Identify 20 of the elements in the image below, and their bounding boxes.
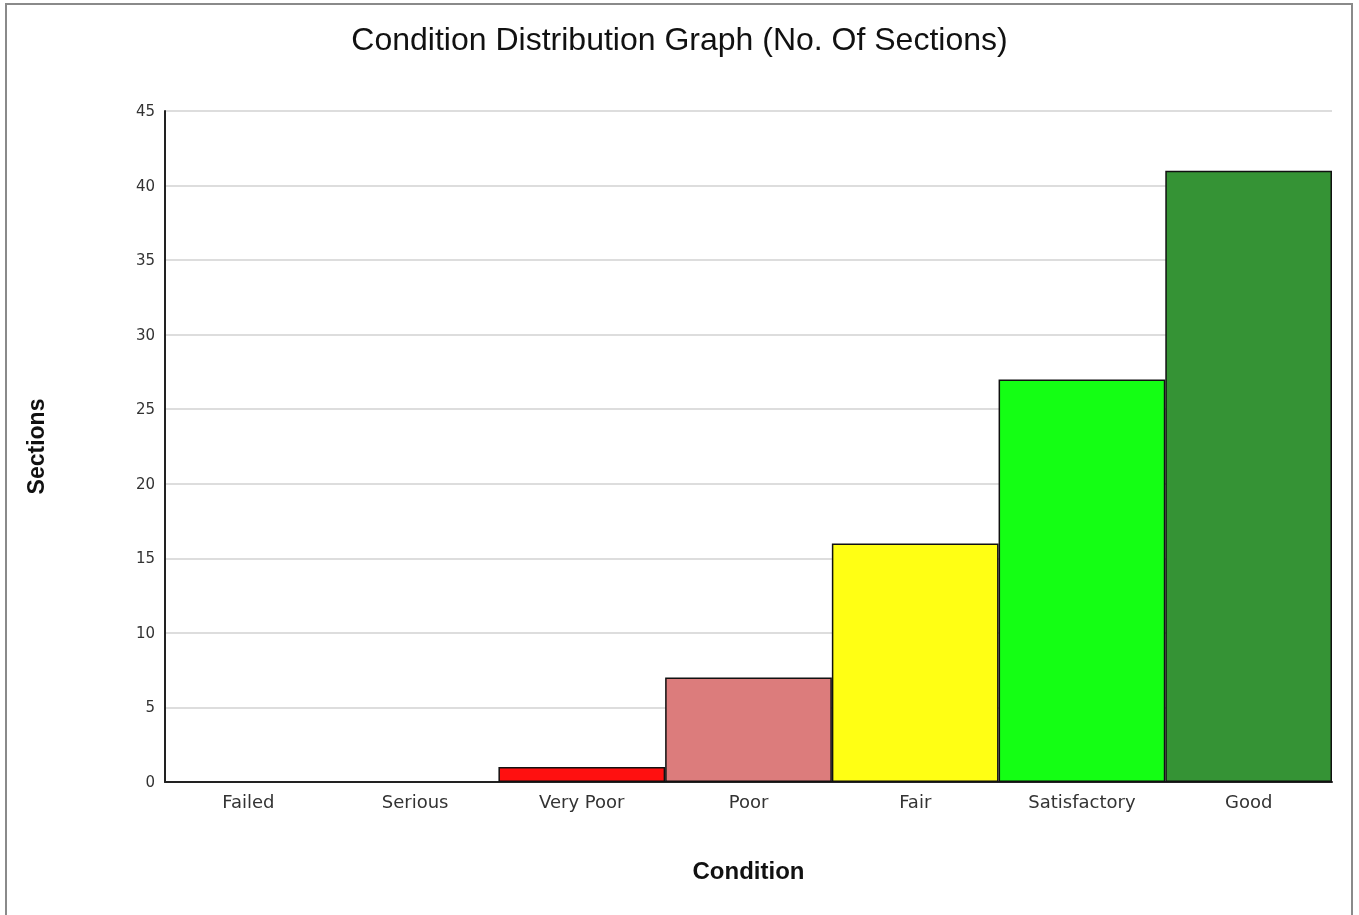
x-tick-label: Very Poor	[539, 790, 626, 812]
y-tick-label: 45	[135, 102, 155, 120]
y-axis-title: Sections	[22, 398, 49, 495]
x-tick-label: Fair	[899, 790, 932, 812]
x-tick-label: Satisfactory	[1028, 790, 1136, 812]
y-tick-label: 15	[135, 549, 155, 568]
x-tick-label: Failed	[222, 790, 275, 812]
y-tick-label: 10	[135, 623, 155, 642]
y-tick-label: 40	[135, 176, 155, 195]
y-tick-label: 0	[145, 773, 155, 791]
x-axis-title: Condition	[692, 856, 805, 884]
x-tick-label: Serious	[381, 790, 449, 812]
x-tick-label: Poor	[728, 790, 769, 812]
y-tick-label: 25	[135, 400, 155, 419]
y-tick-label: 30	[135, 325, 155, 344]
y-tick-label: 35	[135, 251, 155, 270]
y-tick-label: 20	[135, 474, 155, 493]
x-tick-label: Good	[1224, 790, 1273, 812]
y-tick-label: 5	[145, 698, 155, 717]
chart-title: Condition Distribution Graph (No. Of Sections)	[351, 21, 1008, 57]
